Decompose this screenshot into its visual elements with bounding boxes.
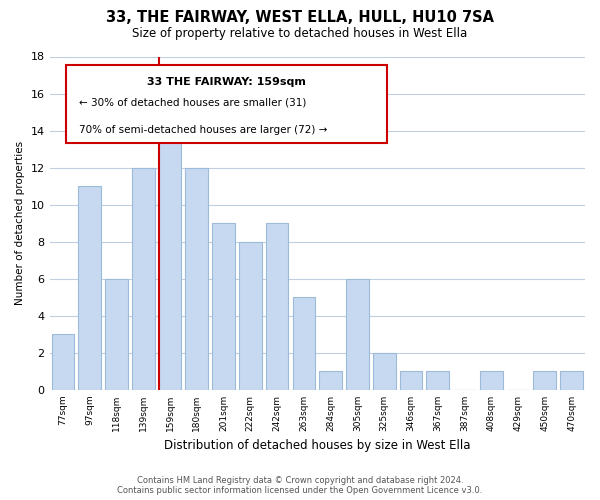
Bar xyxy=(79,186,101,390)
Bar xyxy=(400,372,422,390)
Bar xyxy=(212,223,235,390)
Bar xyxy=(158,112,181,390)
Bar xyxy=(346,279,369,390)
Text: Size of property relative to detached houses in West Ella: Size of property relative to detached ho… xyxy=(133,28,467,40)
Text: 33, THE FAIRWAY, WEST ELLA, HULL, HU10 7SA: 33, THE FAIRWAY, WEST ELLA, HULL, HU10 7… xyxy=(106,10,494,25)
Bar xyxy=(132,168,155,390)
Bar xyxy=(105,279,128,390)
Bar xyxy=(533,372,556,390)
Bar xyxy=(319,372,342,390)
Text: 33 THE FAIRWAY: 159sqm: 33 THE FAIRWAY: 159sqm xyxy=(147,76,305,86)
Bar xyxy=(293,298,315,390)
FancyBboxPatch shape xyxy=(65,65,387,143)
Text: ← 30% of detached houses are smaller (31): ← 30% of detached houses are smaller (31… xyxy=(79,98,307,108)
Bar xyxy=(480,372,503,390)
Y-axis label: Number of detached properties: Number of detached properties xyxy=(15,141,25,306)
Bar xyxy=(560,372,583,390)
Bar xyxy=(266,223,289,390)
Bar xyxy=(239,242,262,390)
Bar xyxy=(373,353,395,390)
Text: Contains HM Land Registry data © Crown copyright and database right 2024.
Contai: Contains HM Land Registry data © Crown c… xyxy=(118,476,482,495)
Bar xyxy=(52,334,74,390)
Bar xyxy=(427,372,449,390)
X-axis label: Distribution of detached houses by size in West Ella: Distribution of detached houses by size … xyxy=(164,440,470,452)
Bar xyxy=(185,168,208,390)
Text: 70% of semi-detached houses are larger (72) →: 70% of semi-detached houses are larger (… xyxy=(79,125,328,135)
